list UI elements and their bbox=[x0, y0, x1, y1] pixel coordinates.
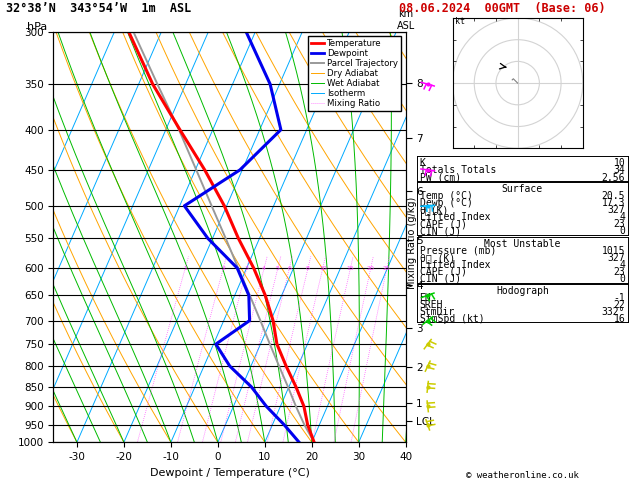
Text: 332°: 332° bbox=[602, 308, 625, 317]
Text: 0: 0 bbox=[620, 226, 625, 236]
Text: 5: 5 bbox=[276, 265, 280, 271]
Text: © weatheronline.co.uk: © weatheronline.co.uk bbox=[466, 471, 579, 480]
Text: 0: 0 bbox=[620, 274, 625, 284]
Text: 08.06.2024  00GMT  (Base: 06): 08.06.2024 00GMT (Base: 06) bbox=[399, 2, 606, 16]
Text: PW (cm): PW (cm) bbox=[420, 173, 460, 183]
Text: CIN (J): CIN (J) bbox=[420, 274, 460, 284]
Text: Surface: Surface bbox=[502, 184, 543, 194]
Text: 327: 327 bbox=[608, 253, 625, 263]
Text: StmSpd (kt): StmSpd (kt) bbox=[420, 314, 484, 325]
Text: 15: 15 bbox=[347, 265, 354, 271]
Text: EH: EH bbox=[420, 294, 431, 303]
Text: CAPE (J): CAPE (J) bbox=[420, 219, 467, 229]
Text: 10: 10 bbox=[319, 265, 326, 271]
Text: 22: 22 bbox=[613, 300, 625, 311]
Text: 4: 4 bbox=[620, 260, 625, 270]
Text: 34: 34 bbox=[613, 165, 625, 175]
Text: 2: 2 bbox=[221, 265, 225, 271]
Text: 8: 8 bbox=[306, 265, 310, 271]
Text: θᴄ(K): θᴄ(K) bbox=[420, 205, 449, 215]
Text: 23: 23 bbox=[613, 219, 625, 229]
Text: Dewp (°C): Dewp (°C) bbox=[420, 198, 472, 208]
Text: 17.3: 17.3 bbox=[602, 198, 625, 208]
Text: -1: -1 bbox=[613, 294, 625, 303]
Text: 2.56: 2.56 bbox=[602, 173, 625, 183]
Text: Pressure (mb): Pressure (mb) bbox=[420, 246, 496, 256]
Text: Lifted Index: Lifted Index bbox=[420, 260, 490, 270]
Text: 3: 3 bbox=[245, 265, 249, 271]
Text: Temp (°C): Temp (°C) bbox=[420, 191, 472, 201]
Text: kt: kt bbox=[455, 17, 465, 27]
Text: Most Unstable: Most Unstable bbox=[484, 239, 560, 249]
Text: 6: 6 bbox=[287, 265, 291, 271]
Text: 4: 4 bbox=[620, 212, 625, 222]
Text: 32°38’N  343°54’W  1m  ASL: 32°38’N 343°54’W 1m ASL bbox=[6, 2, 192, 16]
Text: 20: 20 bbox=[367, 265, 375, 271]
Text: 25: 25 bbox=[383, 265, 391, 271]
Text: Mixing Ratio (g/kg): Mixing Ratio (g/kg) bbox=[407, 197, 417, 289]
Text: CIN (J): CIN (J) bbox=[420, 226, 460, 236]
Text: Lifted Index: Lifted Index bbox=[420, 212, 490, 222]
Text: CAPE (J): CAPE (J) bbox=[420, 267, 467, 277]
Text: θᴄ (K): θᴄ (K) bbox=[420, 253, 455, 263]
Text: Totals Totals: Totals Totals bbox=[420, 165, 496, 175]
Text: km
ASL: km ASL bbox=[396, 9, 415, 31]
Text: 23: 23 bbox=[613, 267, 625, 277]
Text: Hodograph: Hodograph bbox=[496, 286, 549, 296]
Text: 10: 10 bbox=[613, 158, 625, 169]
Text: 1: 1 bbox=[184, 265, 187, 271]
Text: hPa: hPa bbox=[27, 21, 47, 32]
Legend: Temperature, Dewpoint, Parcel Trajectory, Dry Adiabat, Wet Adiabat, Isotherm, Mi: Temperature, Dewpoint, Parcel Trajectory… bbox=[308, 36, 401, 111]
Text: 4: 4 bbox=[262, 265, 266, 271]
Text: 327: 327 bbox=[608, 205, 625, 215]
Text: SREH: SREH bbox=[420, 300, 443, 311]
Text: 1015: 1015 bbox=[602, 246, 625, 256]
X-axis label: Dewpoint / Temperature (°C): Dewpoint / Temperature (°C) bbox=[150, 468, 309, 478]
Text: K: K bbox=[420, 158, 425, 169]
Text: 20.5: 20.5 bbox=[602, 191, 625, 201]
Text: StmDir: StmDir bbox=[420, 308, 455, 317]
Text: 16: 16 bbox=[613, 314, 625, 325]
